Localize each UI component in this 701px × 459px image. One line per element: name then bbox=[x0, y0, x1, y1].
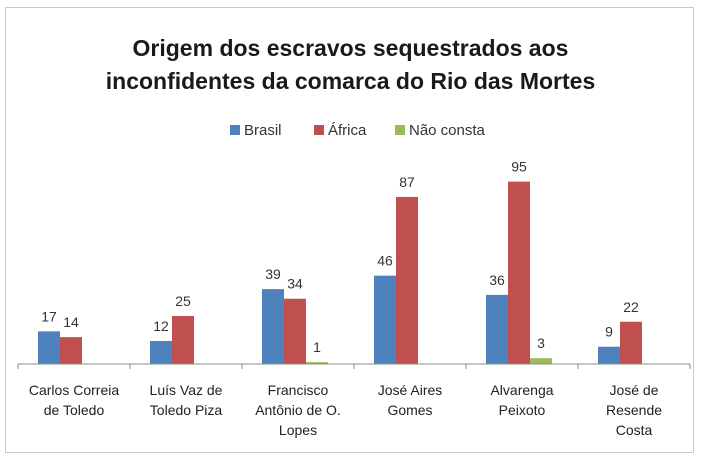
category-label-6-line-2: Resende bbox=[606, 402, 662, 418]
data-label-1-2: 14 bbox=[63, 314, 79, 330]
bar-2-1 bbox=[150, 340, 172, 364]
legend-label-1: Brasil bbox=[244, 122, 282, 139]
data-label-4-1: 46 bbox=[377, 253, 393, 269]
bar-3-3 bbox=[306, 362, 328, 364]
legend-label-2: África bbox=[328, 122, 367, 139]
legend-swatch-3 bbox=[395, 125, 405, 135]
data-label-3-1: 39 bbox=[265, 266, 281, 282]
chart-title: Origem dos escravos sequestrados aos inco… bbox=[106, 35, 596, 94]
bar-2-2 bbox=[172, 316, 194, 364]
data-label-4-2: 87 bbox=[399, 174, 415, 190]
category-label-5-line-2: Peixoto bbox=[499, 402, 546, 418]
legend-label-3: Não consta bbox=[409, 122, 486, 139]
data-label-2-1: 12 bbox=[153, 318, 169, 334]
category-label-2-line-2: Toledo Piza bbox=[150, 402, 223, 418]
category-label-2-line-1: Luís Vaz de bbox=[150, 382, 223, 398]
bar-4-1 bbox=[374, 275, 396, 364]
chart-svg: Origem dos escravos sequestrados aos inco… bbox=[17, 35, 691, 438]
category-label-5-line-1: Alvarenga bbox=[490, 382, 553, 398]
bar-3-1 bbox=[262, 289, 284, 364]
data-label-6-1: 9 bbox=[605, 324, 613, 340]
category-label-3-line-3: Lopes bbox=[279, 422, 317, 438]
bar-1-2 bbox=[60, 337, 82, 364]
data-label-5-3: 3 bbox=[537, 335, 545, 351]
bar-3-2 bbox=[284, 298, 306, 364]
category-label-1-line-1: Carlos Correia bbox=[29, 382, 119, 398]
data-label-2-2: 25 bbox=[175, 293, 191, 309]
category-label-6-line-1: José de bbox=[609, 382, 658, 398]
category-label-6-line-3: Costa bbox=[616, 422, 653, 438]
x-axis-category-labels: Carlos Correia de Toledo Luís Vaz de Toledo… bbox=[29, 382, 662, 438]
chart-title-line-2: inconfidentes da comarca do Rio das Mort… bbox=[106, 68, 596, 94]
bar-5-2 bbox=[508, 181, 530, 364]
legend-swatch-2 bbox=[314, 125, 324, 135]
data-label-3-3: 1 bbox=[313, 339, 321, 355]
bar-4-2 bbox=[396, 196, 418, 364]
bar-5-1 bbox=[486, 294, 508, 364]
data-label-5-1: 36 bbox=[489, 272, 505, 288]
x-axis-ticks bbox=[17, 364, 691, 369]
category-label-4-line-1: José Aires bbox=[378, 382, 443, 398]
bar-6-1 bbox=[598, 346, 620, 364]
data-label-6-2: 22 bbox=[623, 299, 639, 315]
chart-frame: Origem dos escravos sequestrados aos inco… bbox=[5, 7, 694, 453]
chart-bars bbox=[38, 181, 642, 364]
category-label-1-line-2: de Toledo bbox=[44, 402, 105, 418]
bar-6-2 bbox=[620, 321, 642, 364]
data-label-5-2: 95 bbox=[511, 159, 527, 175]
category-label-3-line-2: Antônio de O. bbox=[255, 402, 341, 418]
category-label-4-line-2: Gomes bbox=[387, 402, 432, 418]
data-label-1-1: 17 bbox=[41, 308, 57, 324]
data-label-3-2: 34 bbox=[287, 276, 303, 292]
bar-1-1 bbox=[38, 331, 60, 364]
chart-title-line-1: Origem dos escravos sequestrados aos bbox=[133, 35, 569, 61]
bar-5-3 bbox=[530, 358, 552, 364]
legend-swatch-1 bbox=[230, 125, 240, 135]
chart-legend: Brasil África Não consta bbox=[230, 122, 486, 139]
category-label-3-line-1: Francisco bbox=[268, 382, 329, 398]
